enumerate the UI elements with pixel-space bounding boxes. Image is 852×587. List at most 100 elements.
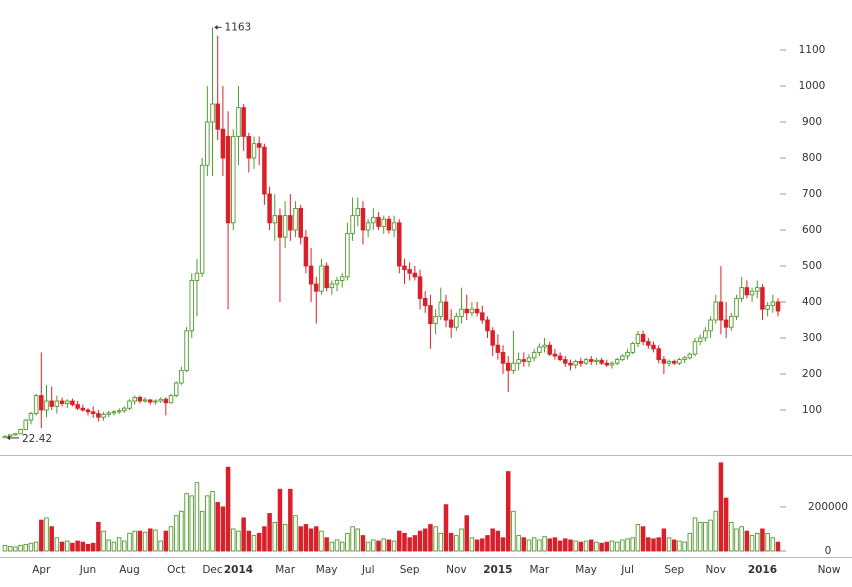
volume-bar bbox=[485, 535, 490, 552]
candle-body bbox=[215, 103, 220, 130]
volume-bar bbox=[542, 536, 547, 552]
volume-bar bbox=[158, 540, 163, 552]
volume-bar bbox=[298, 526, 303, 552]
candle-body bbox=[490, 330, 495, 346]
candle-body bbox=[692, 341, 698, 355]
candle-body bbox=[18, 428, 23, 435]
candle-body bbox=[44, 400, 49, 411]
candle-body bbox=[122, 407, 127, 412]
candle-body bbox=[588, 359, 594, 362]
candle-body bbox=[505, 362, 511, 371]
candle-body bbox=[464, 308, 469, 314]
candle-body bbox=[687, 353, 693, 359]
candle-body bbox=[531, 351, 537, 359]
volume-bar bbox=[687, 532, 693, 552]
volume-bar bbox=[526, 539, 532, 552]
volume-bar bbox=[210, 491, 215, 552]
candle-body bbox=[703, 330, 708, 339]
volume-bar bbox=[474, 539, 480, 552]
volume-y-tick-label: 0 bbox=[825, 545, 832, 557]
volume-bar bbox=[256, 532, 262, 552]
volume-bar bbox=[70, 542, 75, 552]
candle-body bbox=[459, 308, 464, 317]
volume-bar bbox=[412, 535, 418, 552]
candle-body bbox=[251, 143, 257, 159]
volume-bar bbox=[625, 538, 630, 552]
volume-bar bbox=[651, 538, 656, 552]
volume-bar bbox=[568, 539, 573, 552]
candle-body bbox=[480, 312, 485, 321]
volume-bar bbox=[282, 524, 288, 552]
volume-bar bbox=[448, 532, 454, 552]
volume-bar bbox=[225, 466, 231, 552]
volume-bar bbox=[334, 539, 340, 552]
volume-bar bbox=[594, 541, 599, 552]
x-tick-label: May bbox=[575, 564, 597, 576]
high-annotation: 1163 bbox=[225, 21, 252, 33]
y-tick-label: 900 bbox=[802, 116, 822, 128]
candle-body bbox=[13, 433, 18, 436]
volume-bar bbox=[49, 526, 54, 552]
volume-bar bbox=[122, 540, 127, 552]
volume-bar bbox=[277, 488, 283, 552]
volume-bar bbox=[148, 528, 153, 552]
candle-body bbox=[308, 265, 314, 285]
volume-bar bbox=[729, 521, 734, 552]
candle-body bbox=[173, 382, 179, 397]
candle-body bbox=[734, 297, 739, 317]
volume-bar bbox=[703, 521, 708, 552]
candle-body bbox=[59, 400, 65, 404]
candle-body bbox=[552, 353, 558, 357]
x-tick-label: 2014 bbox=[224, 564, 253, 576]
candle-body bbox=[422, 297, 428, 307]
candle-body bbox=[625, 351, 630, 357]
volume-bar bbox=[132, 530, 137, 552]
volume-bar bbox=[391, 540, 397, 552]
candle-body bbox=[640, 333, 646, 343]
candle-body bbox=[723, 319, 729, 328]
volume-bar bbox=[80, 541, 86, 552]
x-end-label: Now bbox=[818, 564, 841, 576]
candle-body bbox=[225, 135, 231, 224]
volume-bar bbox=[246, 530, 252, 552]
candle-body bbox=[666, 360, 672, 364]
candle-body bbox=[516, 359, 521, 364]
volume-bar bbox=[495, 530, 501, 552]
candle-body bbox=[324, 265, 329, 289]
volume-bar bbox=[194, 482, 200, 552]
high-arrow-head bbox=[214, 24, 218, 30]
volume-bar bbox=[578, 541, 584, 552]
candle-body bbox=[604, 362, 610, 366]
volume-bar bbox=[360, 535, 366, 552]
volume-bar bbox=[54, 537, 60, 552]
candle-body bbox=[272, 215, 278, 224]
candle-body bbox=[49, 400, 54, 407]
candle-body bbox=[189, 279, 195, 332]
volume-bar bbox=[262, 526, 267, 552]
candle-body bbox=[391, 222, 397, 231]
low-arrow-head bbox=[7, 435, 10, 441]
candle-body bbox=[28, 413, 34, 421]
candle-body bbox=[661, 359, 667, 364]
x-tick-label: Jul bbox=[361, 564, 375, 576]
candle-body bbox=[656, 348, 661, 361]
volume-bar bbox=[500, 537, 506, 552]
candle-body bbox=[339, 276, 345, 281]
candle-body bbox=[293, 207, 298, 231]
candle-body bbox=[194, 272, 200, 281]
candle-body bbox=[303, 236, 309, 267]
volume-bar bbox=[220, 506, 226, 552]
candle-body bbox=[282, 215, 288, 238]
volume-bar bbox=[33, 541, 39, 552]
candle-body bbox=[433, 315, 438, 325]
candle-body bbox=[646, 341, 651, 346]
candle-body bbox=[417, 276, 423, 299]
candle-body bbox=[205, 121, 210, 166]
volume-bar bbox=[682, 541, 687, 552]
volume-bar bbox=[355, 528, 361, 552]
volume-bar bbox=[44, 517, 49, 552]
y-tick-label: 200 bbox=[802, 368, 822, 380]
volume-bar bbox=[137, 530, 143, 552]
candle-body bbox=[75, 404, 80, 409]
candle-body bbox=[697, 337, 703, 343]
